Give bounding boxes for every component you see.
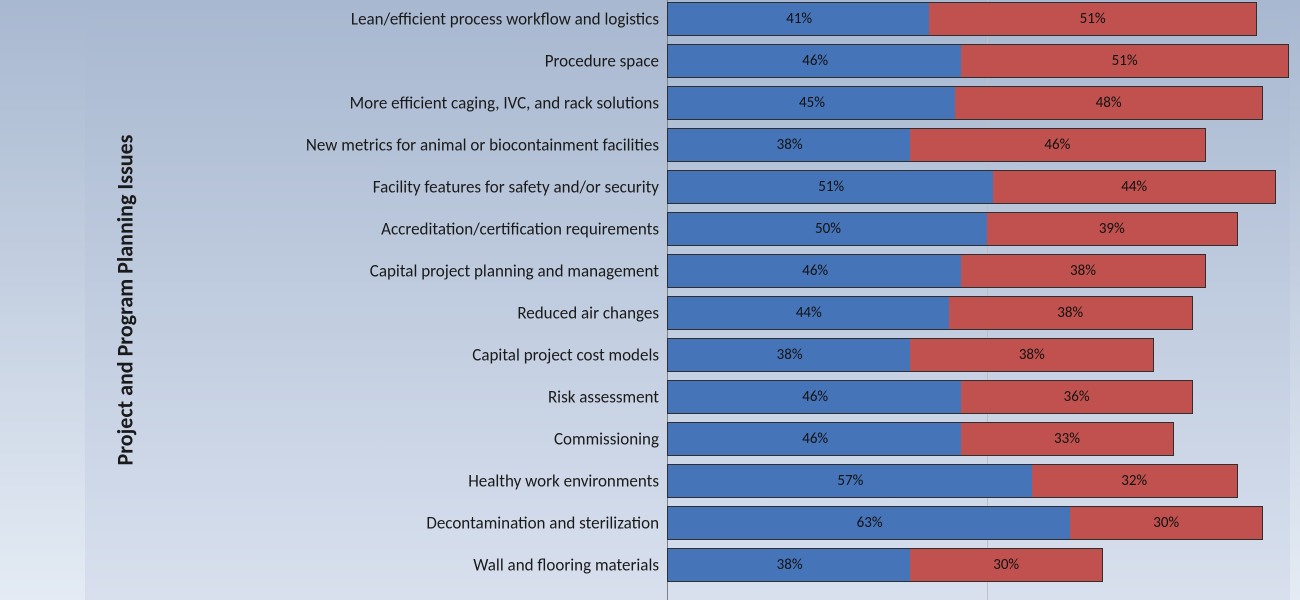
bar-segment-red: 39% xyxy=(987,212,1238,246)
bar-row: Healthy work environments57%32% xyxy=(667,460,1300,502)
bar-label: Decontamination and sterilization xyxy=(426,513,659,534)
bar-segment-red: 38% xyxy=(961,254,1205,288)
bar-segment-blue: 50% xyxy=(667,212,989,246)
bar-segment-red: 51% xyxy=(929,2,1256,36)
bar-label: Healthy work environments xyxy=(468,471,659,492)
bar-row: Capital project cost models38%38% xyxy=(667,334,1300,376)
bar-label: Capital project cost models xyxy=(472,345,659,366)
bar-segment-red: 33% xyxy=(961,422,1173,456)
bar-segment-blue: 38% xyxy=(667,548,912,582)
bar-segment-red: 32% xyxy=(1032,464,1238,498)
bar-row: Facility features for safety and/or secu… xyxy=(667,166,1300,208)
bar-label: Risk assessment xyxy=(548,387,659,408)
bar-segment-red: 38% xyxy=(910,338,1154,372)
bar-label: Procedure space xyxy=(545,51,659,72)
bar-segment-blue: 46% xyxy=(667,422,963,456)
bar-segment-red: 36% xyxy=(961,380,1192,414)
bar-row: Accreditation/certification requirements… xyxy=(667,208,1300,250)
bar-row: Lean/efficient process workflow and logi… xyxy=(667,0,1300,40)
bar-label: Accreditation/certification requirements xyxy=(381,219,659,240)
bar-segment-red: 38% xyxy=(949,296,1193,330)
bar-label: Capital project planning and management xyxy=(370,261,659,282)
bar-row: Procedure space46%51% xyxy=(667,40,1300,82)
bar-label: New metrics for animal or biocontainment… xyxy=(306,135,659,156)
bar-row: Decontamination and sterilization63%30% xyxy=(667,502,1300,544)
bar-label: Facility features for safety and/or secu… xyxy=(373,177,659,198)
bar-segment-red: 51% xyxy=(961,44,1288,78)
bar-segment-blue: 46% xyxy=(667,254,963,288)
bar-segment-blue: 57% xyxy=(667,464,1034,498)
bar-segment-blue: 51% xyxy=(667,170,995,204)
bar-segment-blue: 46% xyxy=(667,380,963,414)
bar-segment-blue: 63% xyxy=(667,506,1072,540)
bar-segment-blue: 38% xyxy=(667,128,912,162)
bar-segment-blue: 44% xyxy=(667,296,951,330)
bar-segment-red: 46% xyxy=(910,128,1205,162)
bar-row: Commissioning46%33% xyxy=(667,418,1300,460)
bar-segment-red: 30% xyxy=(1070,506,1263,540)
bar-row: Risk assessment46%36% xyxy=(667,376,1300,418)
bar-segment-blue: 41% xyxy=(667,2,931,36)
bar-label: More efficient caging, IVC, and rack sol… xyxy=(350,93,659,114)
bar-segment-red: 44% xyxy=(993,170,1276,204)
bar-segment-blue: 38% xyxy=(667,338,912,372)
bar-segment-red: 30% xyxy=(910,548,1103,582)
chart-area: Project and Program Planning Issues Lean… xyxy=(85,0,1290,600)
bar-row: Wall and flooring materials38%30% xyxy=(667,544,1300,586)
y-axis-title: Project and Program Planning Issues xyxy=(112,135,139,466)
plot-area: Lean/efficient process workflow and logi… xyxy=(667,0,1300,600)
bar-row: New metrics for animal or biocontainment… xyxy=(667,124,1300,166)
bar-label: Commissioning xyxy=(554,429,659,450)
bar-label: Lean/efficient process workflow and logi… xyxy=(351,9,659,30)
bar-label: Reduced air changes xyxy=(517,303,659,324)
bar-row: Capital project planning and management4… xyxy=(667,250,1300,292)
bar-segment-red: 48% xyxy=(955,86,1263,120)
bar-row: More efficient caging, IVC, and rack sol… xyxy=(667,82,1300,124)
bar-row: Reduced air changes44%38% xyxy=(667,292,1300,334)
bar-segment-blue: 46% xyxy=(667,44,963,78)
bar-segment-blue: 45% xyxy=(667,86,957,120)
bar-label: Wall and flooring materials xyxy=(473,555,659,576)
